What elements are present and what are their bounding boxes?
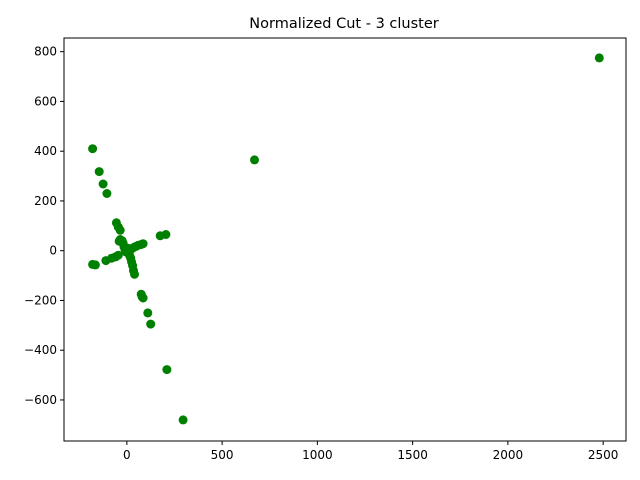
y-axis-ticks: −600 −400 −200 0 200 400 600 800 bbox=[24, 45, 64, 407]
plot-area-frame bbox=[63, 37, 627, 442]
data-point bbox=[88, 144, 98, 154]
data-point bbox=[143, 308, 153, 318]
data-point bbox=[161, 230, 171, 239]
x-tick-label: 1000 bbox=[302, 448, 333, 462]
data-point bbox=[138, 293, 148, 303]
data-point bbox=[594, 53, 604, 63]
x-tick-label: 2000 bbox=[493, 448, 524, 462]
points-layer bbox=[88, 53, 604, 425]
y-tick-label: 400 bbox=[34, 144, 57, 158]
data-point bbox=[90, 260, 100, 270]
x-tick-label: 0 bbox=[123, 448, 131, 462]
x-axis-ticks: 0 500 1000 1500 2000 2500 bbox=[123, 441, 618, 462]
data-point bbox=[130, 269, 139, 279]
y-tick-label: 200 bbox=[34, 194, 57, 208]
y-tick-label: 800 bbox=[34, 45, 57, 59]
x-tick-label: 1500 bbox=[397, 448, 428, 462]
data-point bbox=[98, 179, 108, 189]
data-point bbox=[178, 415, 188, 425]
data-point bbox=[250, 155, 259, 165]
y-tick-label: 600 bbox=[34, 94, 57, 108]
chart-title: Normalized Cut - 3 cluster bbox=[249, 16, 438, 32]
y-tick-label: −200 bbox=[24, 293, 57, 307]
data-point bbox=[113, 250, 123, 260]
y-tick-label: 0 bbox=[49, 244, 57, 258]
data-point bbox=[162, 365, 172, 375]
y-tick-label: −400 bbox=[24, 343, 57, 357]
data-point bbox=[94, 167, 104, 177]
data-point bbox=[115, 225, 125, 235]
data-point bbox=[146, 319, 156, 329]
data-point bbox=[138, 239, 148, 249]
y-tick-label: −600 bbox=[24, 393, 57, 407]
data-point bbox=[102, 189, 112, 198]
x-tick-label: 500 bbox=[211, 448, 234, 462]
x-tick-label: 2500 bbox=[588, 448, 619, 462]
